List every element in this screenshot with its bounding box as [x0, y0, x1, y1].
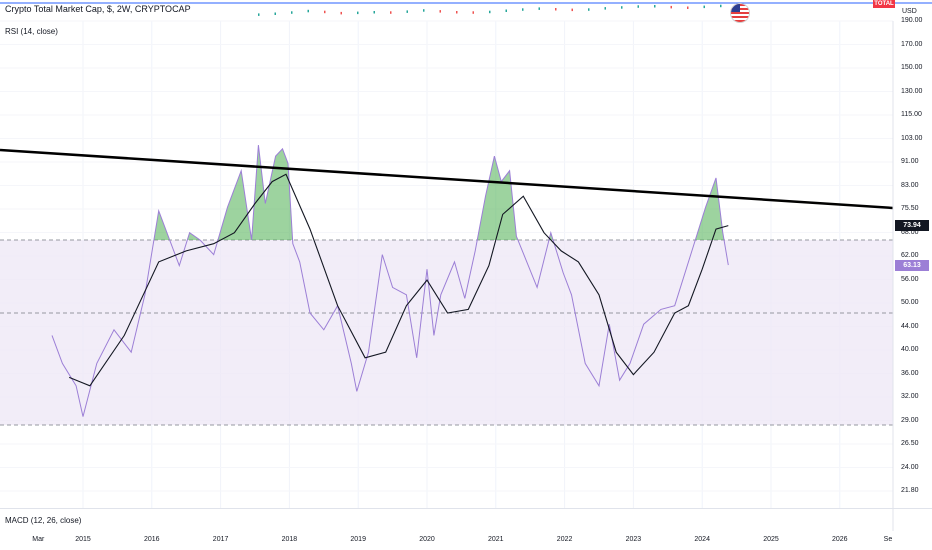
mini-candle	[373, 11, 375, 14]
mini-candle	[538, 7, 540, 10]
mini-candle	[505, 9, 507, 12]
y-tick-label: 36.00	[901, 369, 919, 377]
rsi-band	[0, 239, 893, 426]
x-tick-label: 2022	[556, 536, 573, 543]
x-tick-label: 2017	[212, 536, 229, 543]
y-tick-label: 190.00	[901, 17, 923, 24]
y-tick-label: 170.00	[901, 40, 923, 48]
y-tick-label: 56.00	[901, 275, 919, 283]
x-tick-label: 2016	[144, 536, 160, 543]
y-tick-label: 91.00	[901, 158, 919, 165]
x-tick-label: 2015	[75, 536, 91, 543]
mini-candle	[687, 6, 689, 9]
mini-candle	[637, 5, 639, 8]
pane-divider[interactable]	[0, 508, 932, 509]
y-tick-label: 44.00	[901, 322, 919, 330]
x-tick-label: 2024	[694, 536, 710, 543]
mini-candle	[621, 6, 623, 9]
mini-candle	[274, 12, 276, 15]
mini-candle	[604, 7, 606, 10]
macd-legend[interactable]: MACD (12, 26, close)	[5, 516, 82, 525]
rsi-legend[interactable]: RSI (14, close)	[5, 27, 58, 36]
mini-candle	[439, 10, 441, 13]
mini-candle	[670, 5, 672, 9]
mini-candle	[390, 11, 392, 14]
mini-candle	[340, 11, 342, 15]
chart-header: Crypto Total Market Cap, $, 2W, CRYPTOCA…	[0, 0, 932, 22]
overbought-area	[695, 177, 725, 240]
x-tick-label: 2019	[350, 536, 366, 543]
mini-candle	[472, 11, 474, 14]
price-axis[interactable]: 190.00 170.00 150.00 130.00 115.00 103.00 91.0…	[893, 17, 932, 531]
us-flag-icon	[731, 4, 749, 22]
overbought-area	[477, 156, 518, 240]
y-tick-label: 130.00	[901, 87, 923, 95]
y-tick-label: 75.50	[901, 205, 919, 212]
total-badge: TOTAL	[873, 0, 895, 8]
y-tick-label: 115.00	[901, 111, 922, 118]
rsi-line	[51, 145, 729, 417]
x-tick-label: 2023	[625, 536, 642, 543]
rsi-series	[51, 145, 729, 417]
rsi-ma-series	[68, 173, 729, 387]
x-tick-label: 2021	[488, 536, 504, 543]
y-tick-label: 150.00	[901, 64, 923, 71]
x-tick-label: 2018	[281, 536, 298, 543]
symbol-title[interactable]: Crypto Total Market Cap, $, 2W, CRYPTOCA…	[5, 4, 191, 14]
mini-candle	[357, 11, 359, 15]
mini-candle	[489, 10, 491, 14]
rsi-value-badge: 63.13	[895, 259, 929, 271]
y-tick-label: 21.80	[901, 487, 919, 494]
mini-candle	[291, 11, 293, 14]
time-axis[interactable]: Mar 2015 2016 2017 2018 2019 2020 2021 2022 2023 2…	[0, 531, 893, 550]
mini-candle	[522, 8, 524, 11]
mini-candle	[406, 10, 408, 13]
y-tick-label: 40.00	[901, 346, 919, 353]
mini-candle	[456, 11, 458, 14]
x-tick-label: Se	[883, 536, 893, 543]
y-tick-label: 24.00	[901, 463, 919, 471]
rsi-ma-value-badge: 73.94	[895, 220, 929, 232]
y-tick-label: 26.50	[901, 440, 919, 447]
y-tick-label: 83.00	[901, 181, 919, 189]
y-tick-label: 103.00	[901, 134, 923, 142]
x-tick-label: Mar	[32, 536, 45, 543]
mini-candle	[654, 5, 656, 8]
y-tick-label: 50.00	[901, 299, 919, 306]
x-tick-label: 2025	[763, 536, 779, 543]
mini-candle	[571, 8, 573, 12]
y-tick-label: 62.00	[901, 252, 919, 259]
y-tick-label: 32.00	[901, 393, 919, 400]
y-tick-label: 29.00	[901, 416, 919, 424]
mini-candle	[423, 9, 425, 12]
y-tick-label: 68.00	[901, 228, 919, 236]
currency-label[interactable]: USD	[902, 8, 917, 15]
x-tick-label: 2020	[419, 536, 435, 543]
mini-candle	[324, 10, 326, 14]
rsi-band-background	[0, 240, 893, 425]
rsi-ma-line	[68, 173, 729, 387]
mini-candle	[307, 9, 309, 13]
x-tick-label: 2026	[832, 536, 848, 543]
mini-candle	[555, 8, 557, 11]
mini-candle	[720, 4, 722, 8]
mini-candle	[258, 13, 260, 16]
mini-candle	[588, 8, 590, 11]
drawn-trendline[interactable]	[0, 148, 894, 210]
mini-candle	[703, 5, 705, 9]
